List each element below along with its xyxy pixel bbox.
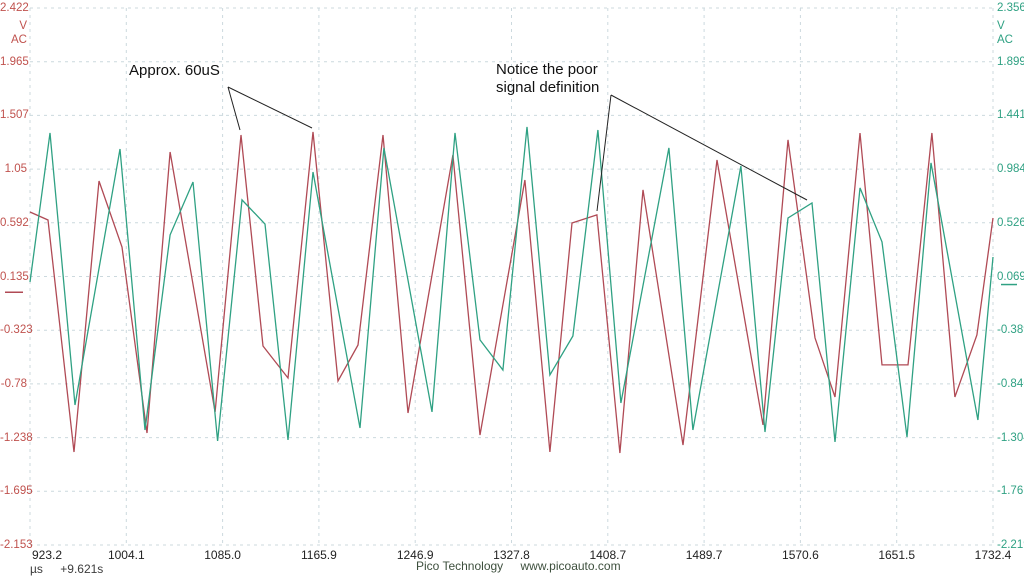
annotation-approx-60us: Approx. 60uS: [129, 62, 220, 79]
x-axis-tick-label: 1327.8: [493, 548, 530, 562]
left-axis-unit: V: [19, 20, 27, 32]
x-unit-label: µs: [30, 562, 43, 576]
trace-channel-a-red: [29, 131, 994, 454]
left-axis-tick-label: 1.05: [4, 163, 27, 176]
right-axis-tick-label: 1.441: [997, 109, 1024, 122]
x-axis-units: µs +9.621s: [30, 562, 103, 576]
left-axis-tick-label: -1.238: [0, 431, 33, 444]
left-axis-coupling: AC: [11, 34, 27, 46]
trace-channel-b-green: [29, 126, 994, 442]
right-axis-tick-label: -1.304: [997, 431, 1024, 444]
x-offset-label: +9.621s: [60, 562, 104, 576]
right-axis-tick-label: -0.846: [997, 377, 1024, 390]
x-axis-tick-label: 1165.9: [300, 548, 337, 562]
right-axis-tick-label: 0.069: [997, 270, 1024, 283]
right-axis-tick-label: 0.984: [997, 163, 1024, 176]
x-axis-tick-label: 1408.7: [589, 548, 627, 562]
annotation-line-0: [227, 86, 313, 129]
x-axis-tick-label: 1085.0: [204, 548, 241, 562]
right-axis-unit: V: [997, 20, 1005, 32]
right-axis-coupling: AC: [997, 34, 1013, 46]
left-axis-tick-label: -0.78: [0, 377, 27, 390]
annotation-poor-signal-definition: Notice the poor signal definition: [496, 61, 600, 96]
x-axis-tick-label: 1651.5: [878, 548, 916, 562]
right-axis-tick-label: 2.356: [997, 2, 1024, 14]
x-axis-tick-label: 923.2: [32, 548, 63, 562]
left-axis-tick-label: 2.422: [0, 2, 29, 14]
x-axis-tick-label: 1489.7: [685, 548, 723, 562]
right-axis-tick-label: -0.389: [997, 324, 1024, 337]
x-axis-tick-label: 1004.1: [107, 548, 145, 562]
left-axis-tick-label: 1.965: [0, 55, 29, 68]
annotation-line-1: [610, 94, 808, 201]
right-axis-tick-label: -1.761: [997, 485, 1024, 498]
right-axis-tick-label: -2.219: [997, 539, 1024, 551]
annotation-line-0: [227, 86, 241, 131]
right-axis-tick-label: 0.526: [997, 216, 1024, 229]
right-axis-tick-label: 1.899: [997, 55, 1024, 68]
footer: Pico Technology www.picoauto.com: [416, 559, 621, 573]
x-axis-tick-label: 1732.4: [974, 548, 1012, 562]
left-axis-tick-label: 0.135: [0, 270, 29, 283]
annotation-line-1: [596, 94, 612, 212]
left-axis-tick-label: -1.695: [0, 485, 33, 498]
x-axis-tick-label: 1246.9: [396, 548, 434, 562]
left-axis-tick-label: 0.592: [0, 216, 29, 229]
left-axis-tick-label: -2.153: [0, 539, 33, 551]
footer-url: www.picoauto.com: [520, 559, 621, 573]
left-axis-tick-label: 1.507: [0, 109, 29, 122]
footer-brand: Pico Technology: [416, 559, 504, 573]
x-axis-tick-label: 1570.6: [782, 548, 819, 562]
left-axis-tick-label: -0.323: [0, 324, 33, 337]
